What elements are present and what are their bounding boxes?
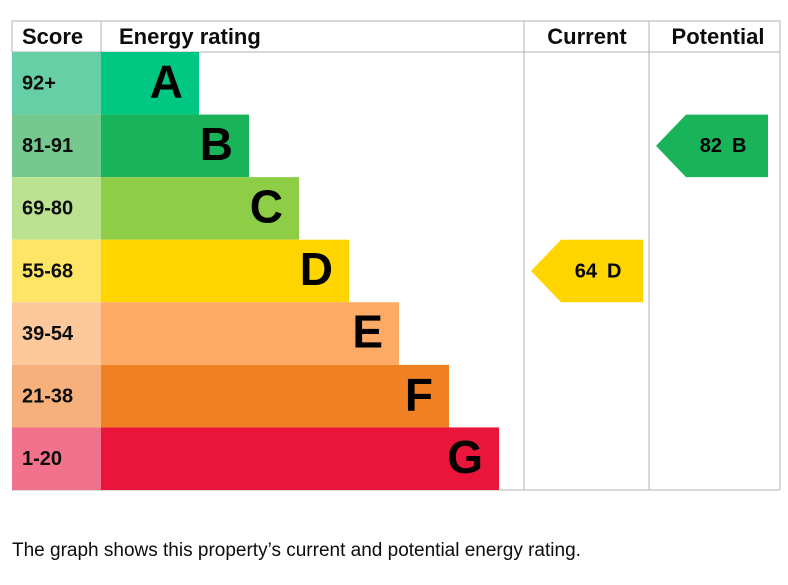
rating-letter: B	[200, 118, 233, 170]
score-label: 81-91	[22, 135, 73, 157]
header-score: Score	[22, 24, 83, 49]
score-cell	[12, 302, 101, 365]
current-letter: D	[607, 260, 621, 282]
rating-letter: G	[447, 431, 483, 483]
rating-letter: D	[300, 243, 333, 295]
caption: The graph shows this property’s current …	[12, 540, 581, 561]
score-cell	[12, 52, 101, 115]
rating-letter: A	[150, 55, 183, 107]
rating-bar	[101, 177, 299, 240]
rating-bar	[101, 302, 399, 365]
rating-bar	[101, 114, 249, 178]
header-current: Current	[547, 24, 627, 49]
rating-letter: C	[250, 181, 283, 233]
score-label: 39-54	[22, 323, 74, 345]
score-label: 1-20	[22, 448, 62, 470]
score-label: 69-80	[22, 198, 73, 220]
rating-bar	[101, 427, 499, 490]
score-cell	[12, 114, 101, 178]
rating-bar	[101, 364, 449, 428]
potential-score: 82	[700, 135, 722, 157]
header-rating: Energy rating	[119, 24, 261, 49]
current-arrow	[531, 239, 643, 303]
rating-letter: F	[405, 368, 433, 420]
score-cell	[12, 427, 101, 490]
score-cell	[12, 177, 101, 240]
score-cell	[12, 364, 101, 428]
potential-letter: B	[732, 135, 746, 157]
potential-arrow	[656, 114, 768, 178]
score-label: 55-68	[22, 260, 73, 282]
header-potential: Potential	[672, 24, 765, 49]
rating-bar	[101, 52, 199, 115]
score-label: 92+	[22, 73, 56, 95]
score-cell	[12, 239, 101, 303]
rating-bar	[101, 239, 349, 303]
score-label: 21-38	[22, 385, 73, 407]
current-score: 64	[575, 260, 598, 282]
rating-letter: E	[352, 306, 383, 358]
